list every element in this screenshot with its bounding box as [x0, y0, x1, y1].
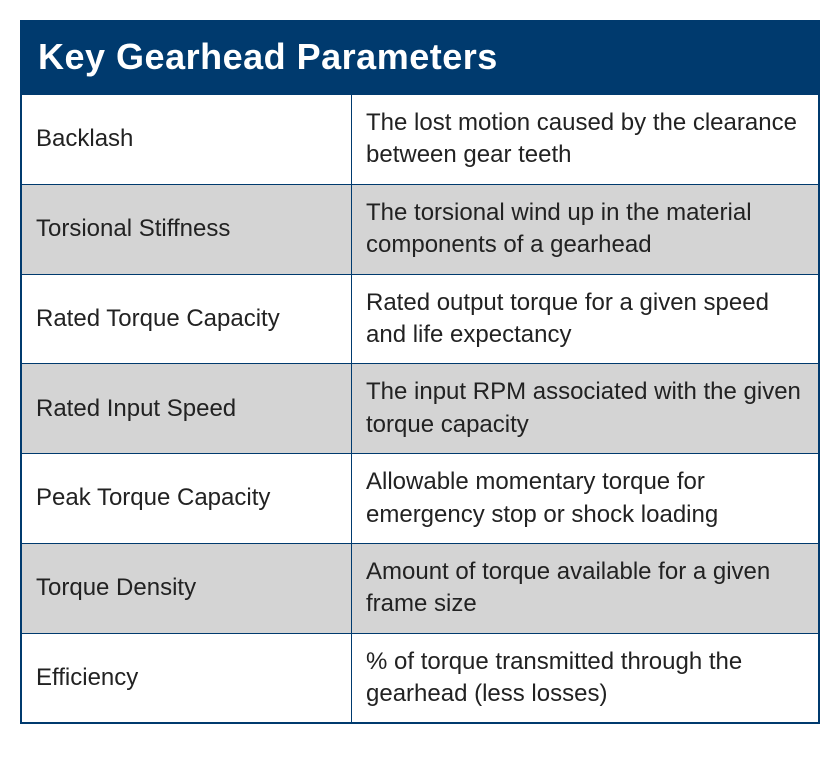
table-row: Peak Torque Capacity Allowable momentary…	[22, 453, 818, 543]
parameters-table: Key Gearhead Parameters Backlash The los…	[20, 20, 820, 724]
param-desc: The torsional wind up in the material co…	[352, 185, 818, 274]
param-desc: % of torque transmitted through the gear…	[352, 634, 818, 723]
param-name: Peak Torque Capacity	[22, 454, 352, 543]
param-name: Backlash	[22, 95, 352, 184]
param-name: Torsional Stiffness	[22, 185, 352, 274]
param-desc: Rated output torque for a given speed an…	[352, 275, 818, 364]
param-name: Efficiency	[22, 634, 352, 723]
table-row: Efficiency % of torque transmitted throu…	[22, 633, 818, 723]
table-row: Torque Density Amount of torque availabl…	[22, 543, 818, 633]
table-row: Rated Torque Capacity Rated output torqu…	[22, 274, 818, 364]
table-row: Rated Input Speed The input RPM associat…	[22, 363, 818, 453]
table-row: Backlash The lost motion caused by the c…	[22, 94, 818, 184]
table-title: Key Gearhead Parameters	[22, 22, 818, 94]
param-desc: Amount of torque available for a given f…	[352, 544, 818, 633]
param-name: Torque Density	[22, 544, 352, 633]
table-row: Torsional Stiffness The torsional wind u…	[22, 184, 818, 274]
param-desc: The input RPM associated with the given …	[352, 364, 818, 453]
param-desc: Allowable momentary torque for emergency…	[352, 454, 818, 543]
param-name: Rated Torque Capacity	[22, 275, 352, 364]
param-desc: The lost motion caused by the clearance …	[352, 95, 818, 184]
param-name: Rated Input Speed	[22, 364, 352, 453]
